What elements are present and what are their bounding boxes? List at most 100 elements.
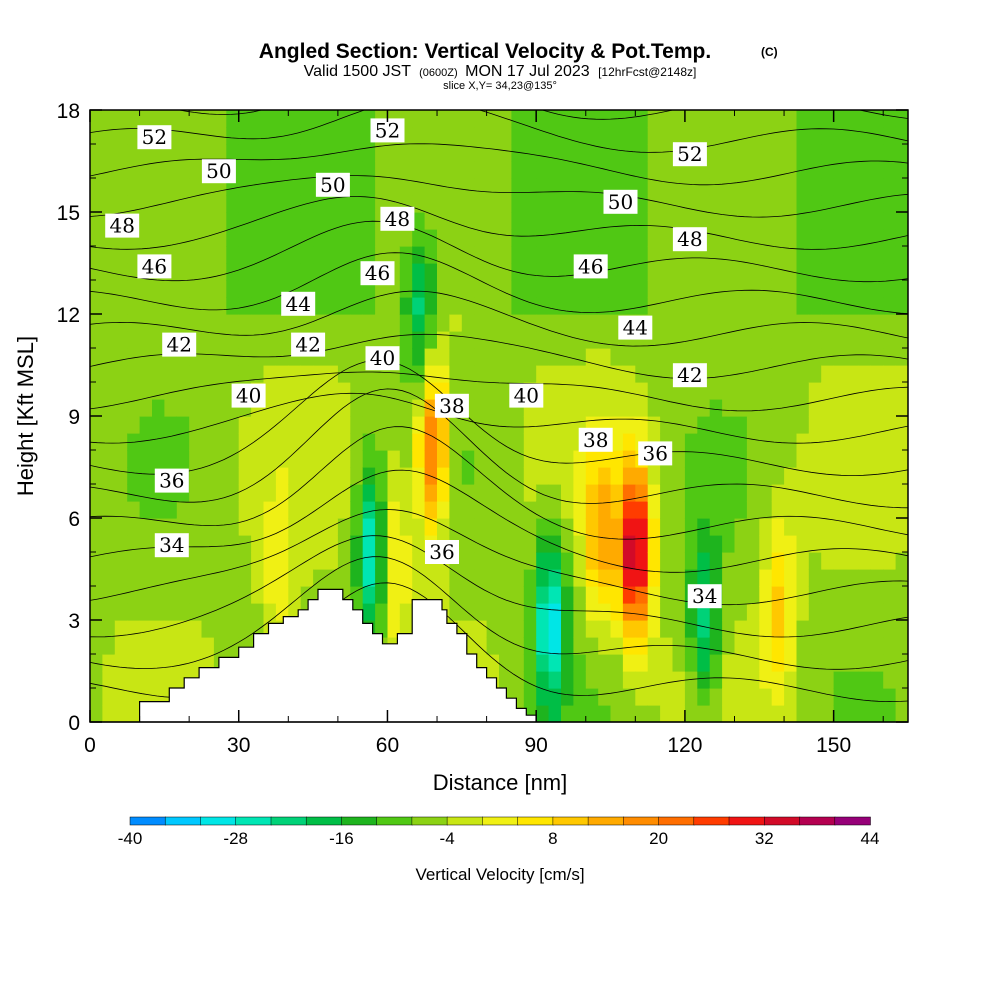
colorbar-swatch — [693, 816, 730, 826]
svg-text:48: 48 — [385, 207, 410, 231]
y-axis-title: Height [Kft MSL] — [13, 336, 38, 496]
contour-label: 48 — [380, 206, 415, 231]
subtitle-valid: Valid 1500 JST — [304, 63, 412, 80]
theta-contour-41 — [90, 359, 908, 476]
x-tick-label: 90 — [525, 734, 548, 757]
theta-contour-44 — [90, 333, 908, 380]
theta-contour-48 — [90, 196, 908, 250]
subtitle-forecast: [12hrFcst@2148z] — [598, 65, 696, 79]
colorbar-tick-label: 32 — [755, 829, 774, 848]
colorbar-swatch — [411, 816, 448, 826]
slice-label: slice X,Y= 34,23@135° — [443, 80, 557, 92]
svg-text:46: 46 — [365, 261, 390, 285]
svg-text:46: 46 — [578, 254, 603, 278]
svg-text:38: 38 — [439, 394, 464, 418]
svg-text:46: 46 — [142, 254, 167, 278]
svg-text:34: 34 — [159, 533, 184, 557]
contour-label: 36 — [425, 540, 459, 564]
colorbar-swatch — [341, 816, 378, 826]
contour-label: 50 — [315, 172, 350, 197]
colorbar-tick-label: -28 — [223, 829, 248, 848]
contour-label: 46 — [137, 254, 172, 279]
contour-label: 44 — [281, 291, 316, 316]
theta-contour-39 — [90, 426, 908, 540]
contour-label: 50 — [201, 159, 236, 184]
contour-label: 38 — [434, 393, 469, 418]
svg-text:52: 52 — [677, 142, 702, 166]
contour-label: 36 — [638, 441, 673, 466]
y-tick-label: 6 — [68, 508, 80, 531]
title-badge: (C) — [761, 45, 778, 59]
y-tick-label: 3 — [68, 610, 80, 633]
chart-title: Angled Section: Vertical Velocity & Pot.… — [259, 40, 711, 63]
svg-text:36: 36 — [642, 441, 667, 465]
svg-text:40: 40 — [236, 384, 261, 408]
contour-label: 52 — [370, 118, 405, 143]
theta-contour-38 — [90, 469, 908, 573]
colorbar-tick-label: -40 — [118, 829, 143, 848]
x-axis-title: Distance [nm] — [433, 770, 568, 795]
x-tick-label: 0 — [84, 734, 96, 757]
y-tick-label: 9 — [68, 406, 80, 429]
colorbar-swatch — [200, 816, 237, 826]
colorbar-swatch — [129, 816, 166, 826]
contour-label: 42 — [291, 332, 326, 357]
colorbar-swatch — [764, 816, 801, 826]
contour-label: 42 — [672, 363, 707, 388]
svg-text:42: 42 — [677, 363, 702, 387]
colorbar-tick-label: 20 — [649, 829, 668, 848]
svg-text:34: 34 — [692, 584, 717, 608]
x-tick-label: 60 — [376, 734, 399, 757]
svg-text:36: 36 — [429, 540, 454, 564]
subtitle-zulu: (0600Z) — [419, 67, 458, 79]
contour-label: 34 — [687, 584, 722, 609]
theta-contour-35 — [90, 556, 908, 670]
svg-text:48: 48 — [677, 227, 702, 251]
y-tick-label: 15 — [57, 202, 80, 225]
svg-text:44: 44 — [285, 292, 310, 316]
contour-label: 42 — [162, 332, 197, 357]
contour-label: 48 — [105, 213, 140, 238]
colorbar-swatch — [270, 816, 307, 826]
svg-text:36: 36 — [159, 469, 184, 493]
svg-text:44: 44 — [623, 316, 648, 340]
svg-text:40: 40 — [514, 384, 539, 408]
colorbar-swatch — [446, 816, 484, 826]
colorbar-swatch — [623, 816, 660, 826]
svg-text:40: 40 — [370, 346, 395, 370]
colorbar-swatch — [482, 816, 519, 826]
terrain — [90, 588, 908, 723]
contour-label: 44 — [618, 315, 653, 340]
colorbar-tick-label: -16 — [329, 829, 354, 848]
theta-contour-36 — [90, 535, 908, 638]
x-tick-label: 30 — [227, 734, 250, 757]
colorbar-tick-label: 8 — [548, 829, 557, 848]
colorbar-swatch — [587, 816, 625, 826]
y-tick-label: 12 — [57, 304, 80, 327]
chart-subtitle: Valid 1500 JST (0600Z) MON 17 Jul 2023 [… — [304, 63, 697, 80]
contour-label: 36 — [154, 468, 189, 493]
colorbar-swatch — [517, 816, 554, 826]
svg-text:52: 52 — [142, 125, 167, 149]
contour-label: 52 — [137, 125, 172, 150]
theta-contour-49 — [90, 175, 908, 218]
theta-contour-52 — [177, 110, 908, 120]
colorbar-swatch — [376, 816, 413, 826]
x-tick-label: 150 — [816, 734, 851, 757]
subtitle-date: MON 17 Jul 2023 — [465, 63, 590, 80]
contour-label: 40 — [509, 383, 544, 408]
theta-contour-51 — [90, 110, 908, 153]
theta-contour-40 — [90, 388, 908, 509]
contour-label: 40 — [365, 346, 400, 371]
colorbar-swatch — [164, 816, 202, 826]
colorbar-swatch — [305, 816, 343, 826]
contour-label: 38 — [578, 427, 613, 452]
theta-contour-37 — [90, 509, 908, 606]
colorbar-tick-label: -4 — [440, 829, 455, 848]
colorbar-swatch — [235, 816, 272, 826]
colorbar-tick-label: 44 — [861, 829, 880, 848]
theta-contour-46 — [90, 252, 908, 314]
contour-label: 46 — [573, 254, 608, 279]
contour-label: 50 — [603, 189, 638, 214]
contour-label: 46 — [360, 261, 395, 286]
